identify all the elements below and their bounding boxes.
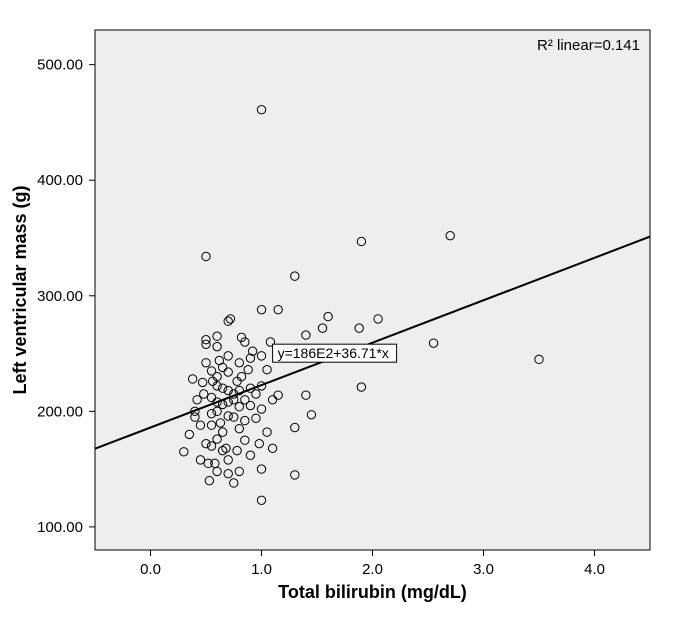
x-tick-label: 3.0	[473, 561, 494, 578]
y-tick-label: 200.00	[37, 403, 83, 420]
scatter-chart: 0.0 1.0 2.0 3.0 4.0 100.00 200.00 300.00 400.00 5…	[0, 0, 693, 628]
x-tick-label: 4.0	[584, 561, 605, 578]
r-squared-label: R² linear=0.141	[537, 37, 640, 54]
y-tick-label: 400.00	[37, 172, 83, 189]
x-tick-label: 2.0	[362, 561, 383, 578]
y-tick-label: 100.00	[37, 519, 83, 536]
y-axis-label: Left ventricular mass (g)	[10, 185, 30, 394]
equation-text: y=186E2+36.71*x	[278, 345, 389, 361]
x-tick-label: 0.0	[140, 561, 161, 578]
x-tick-label: 1.0	[251, 561, 272, 578]
chart-svg: 0.0 1.0 2.0 3.0 4.0 100.00 200.00 300.00 400.00 5…	[0, 0, 693, 628]
y-tick-label: 500.00	[37, 57, 83, 74]
x-axis-label: Total bilirubin (mg/dL)	[278, 582, 467, 602]
y-tick-label: 300.00	[37, 288, 83, 305]
plot-area	[95, 30, 650, 550]
